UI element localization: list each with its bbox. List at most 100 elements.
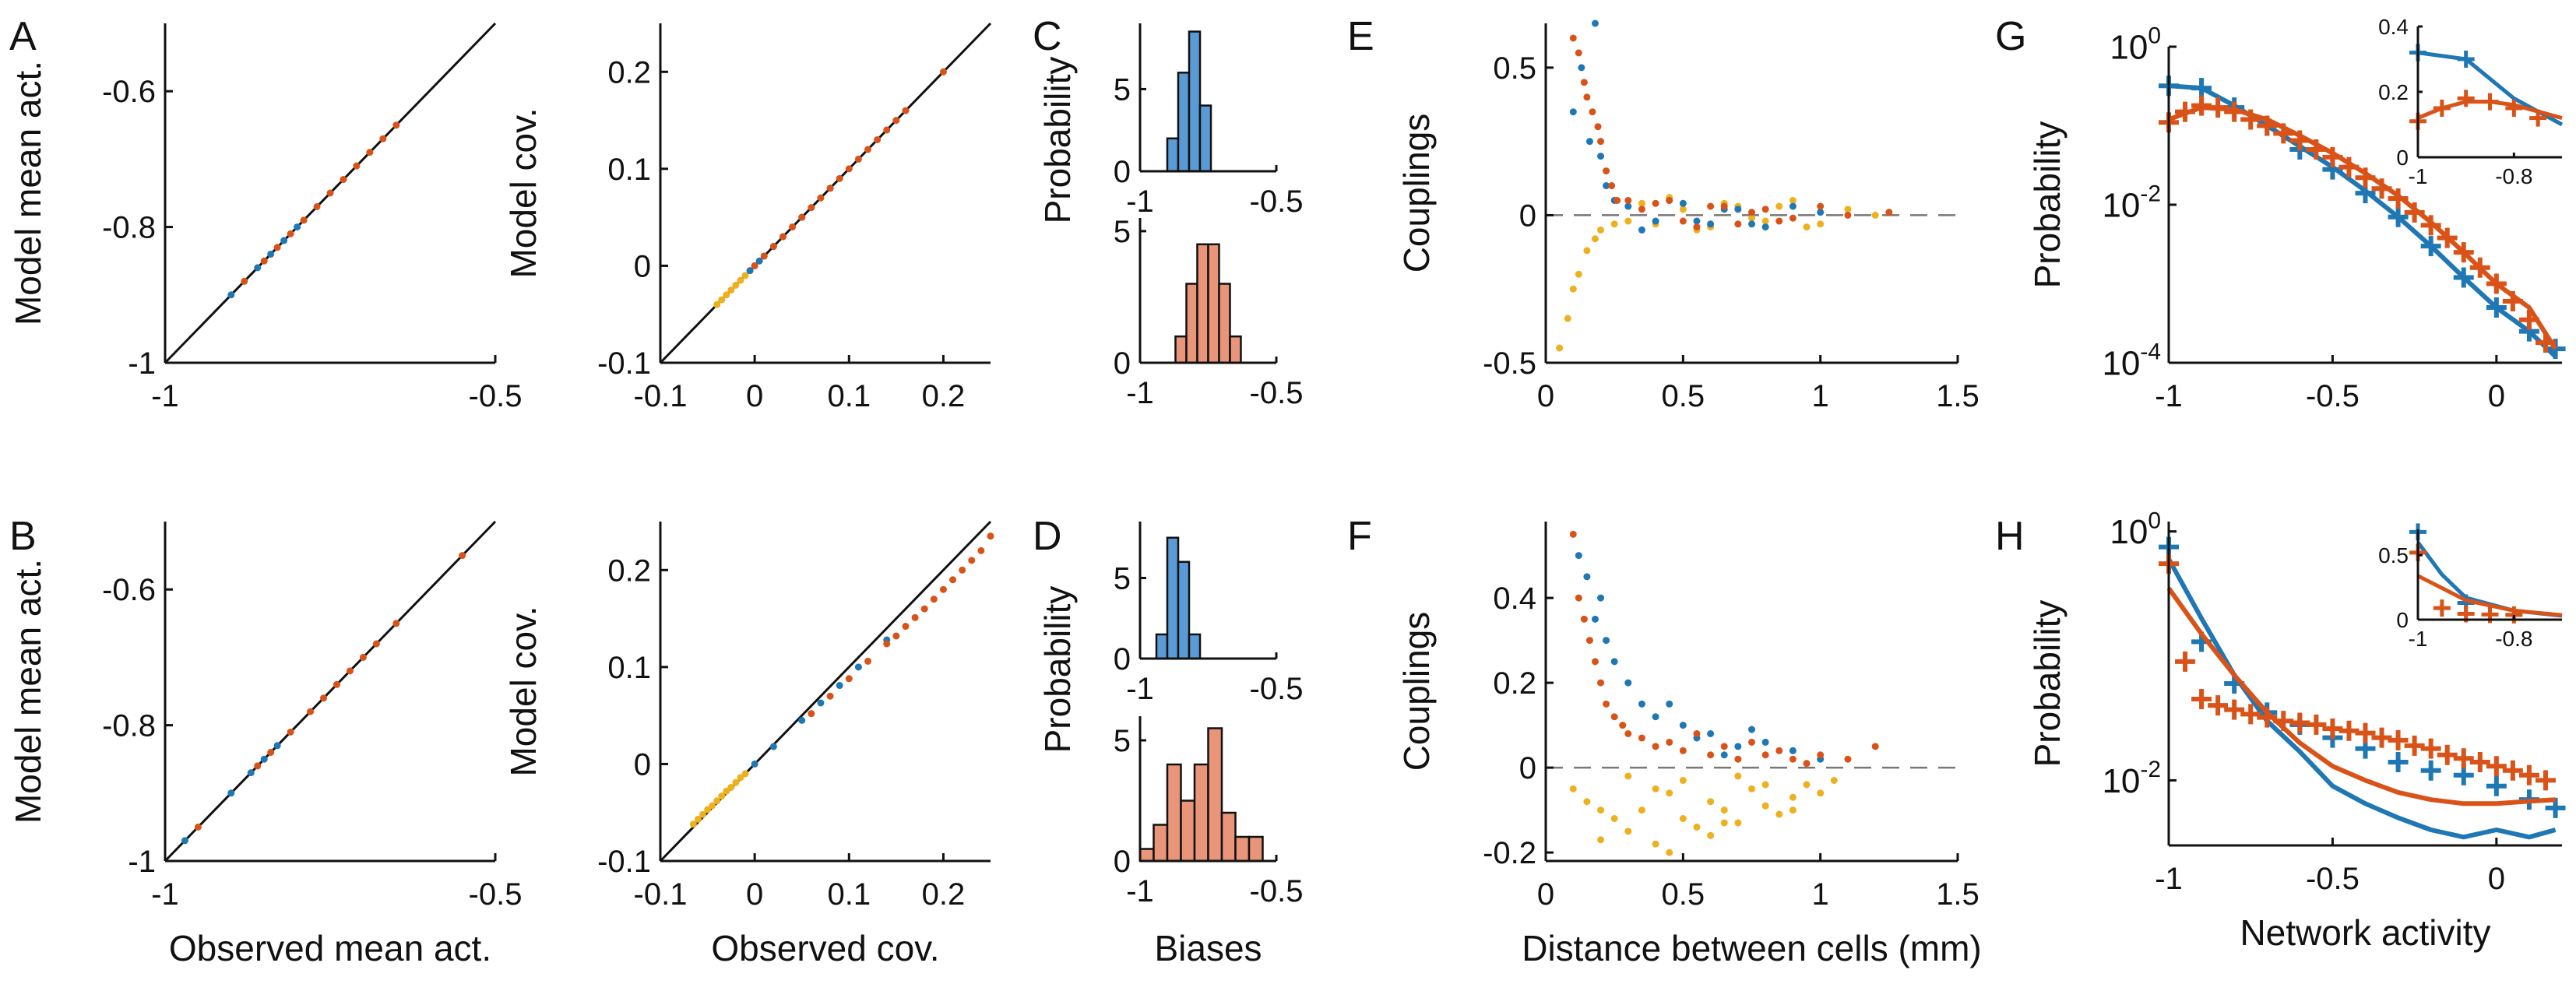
chart-f-point-yellow <box>1597 836 1605 844</box>
chart-h-y-tick-base: 10 <box>2102 762 2140 800</box>
chart-g-orange-data-marker <box>2437 227 2458 248</box>
chart-f-point-yellow <box>1761 781 1769 789</box>
chart-b2-point-blue <box>751 760 758 768</box>
chart-f-point-orange <box>1666 738 1673 746</box>
chart-g-y-tick-label: 10-4 <box>2102 339 2161 383</box>
chart-h-inset-orange-data-marker <box>2433 599 2451 617</box>
chart-b2-point-blue <box>854 663 862 671</box>
chart-h-orange-data-marker <box>2191 688 2212 709</box>
panel-letter-b: B <box>9 514 37 559</box>
chart-g-orange-data-marker <box>2322 146 2343 167</box>
chart-a2-point-yellow <box>723 291 730 299</box>
chart-c-sub1-bar <box>1198 104 1212 173</box>
chart-h-inset-x-tick-label: -1 <box>2409 627 2428 651</box>
chart-b1-x-tick-label: -1 <box>151 877 179 912</box>
chart-d-sub2-bar <box>1153 824 1169 863</box>
chart-d-sub2-bar <box>1234 835 1251 863</box>
chart-b1-y-tick-label: -0.8 <box>102 709 156 743</box>
chart-e-point-blue <box>1761 223 1769 231</box>
chart-b1-y-axis-label: Model mean act. <box>8 559 48 824</box>
plots-layer: -1 -0.5 -1 -0.8 -0.6 Model mean act. -0.1 0 0.1 0… <box>8 15 2566 968</box>
chart-f-y-tick-label: -0.2 <box>1483 836 1536 870</box>
chart-a2-point-orange <box>789 223 797 231</box>
chart-e-point-blue <box>1597 153 1605 160</box>
chart-e-point-orange <box>1679 217 1687 225</box>
chart-g-orange-data-marker <box>2469 257 2490 278</box>
chart-f-x-tick-label: 1 <box>1812 877 1829 912</box>
chart-e-point-yellow <box>1575 270 1582 278</box>
chart-b1-point-blue <box>181 837 188 845</box>
chart-a2-y-tick-label: -0.1 <box>597 346 651 381</box>
chart-f-point-yellow <box>1610 815 1618 822</box>
chart-b2-point-yellow <box>718 792 726 800</box>
chart-f-point-yellow <box>1720 806 1728 814</box>
chart-h-orange-model-line <box>2166 586 2556 806</box>
chart-h-y-tick-label: 100 <box>2110 508 2161 551</box>
chart-b2-y-tick-label: 0.2 <box>607 553 651 588</box>
chart-f-point-yellow <box>1583 798 1591 806</box>
chart-a1-point-orange <box>300 216 308 224</box>
chart-e-y-tick-label: 0 <box>1519 199 1536 233</box>
chart-b2-point-yellow <box>737 774 744 782</box>
chart-g-y-tick-label: 100 <box>2110 23 2161 67</box>
chart-g-blue-data-marker <box>2191 78 2212 99</box>
chart-f-point-yellow <box>1789 806 1797 814</box>
chart-f-point-blue <box>1575 552 1582 560</box>
chart-f-point-orange <box>1603 700 1610 708</box>
chart-f-point-orange <box>1761 751 1769 759</box>
chart-a1-point-orange <box>273 244 281 251</box>
chart-b1-point-blue <box>260 755 268 763</box>
chart-h-x-tick-label: -1 <box>2155 862 2183 896</box>
chart-h-orange-data-marker <box>2257 707 2278 728</box>
chart-f-point-yellow <box>1624 828 1632 835</box>
chart-a1-point-blue <box>280 237 288 244</box>
chart-f-y-tick-label: 0.4 <box>1493 582 1536 616</box>
chart-g-orange-data-marker <box>2289 130 2310 151</box>
chart-e-point-orange <box>1597 138 1605 146</box>
chart-b1-x-axis-label: Observed mean act. <box>169 928 491 968</box>
chart-g-orange-data-marker <box>2388 188 2409 209</box>
chart-b1-point-blue <box>273 742 281 750</box>
chart-e-point-yellow <box>1610 220 1618 228</box>
chart-b1-point-orange <box>254 762 262 770</box>
chart-b2-point-orange <box>826 692 834 700</box>
chart-f-point-orange <box>1679 747 1687 754</box>
chart-g-orange-data-marker <box>2502 291 2523 312</box>
chart-e-point-yellow <box>1569 285 1577 293</box>
chart-a2-point-orange <box>760 252 768 260</box>
chart-h-orange-data-marker <box>2224 699 2245 720</box>
chart-g-orange-data-marker <box>2208 97 2229 118</box>
chart-e-y-tick-label: 0.5 <box>1493 51 1536 86</box>
chart-e-point-blue <box>1652 217 1659 225</box>
chart-a2-y-tick-label: 0.1 <box>607 153 651 187</box>
chart-a2-point-orange <box>808 204 815 212</box>
chart-e-point-yellow <box>1624 217 1632 225</box>
chart-f-point-yellow <box>1789 793 1797 801</box>
chart-f-point-yellow <box>1679 815 1687 822</box>
chart-b1-y-tick-label: -0.6 <box>102 573 156 607</box>
chart-e-point-orange <box>1624 196 1632 204</box>
chart-a2-point-orange <box>798 213 806 221</box>
chart-e-point-yellow <box>1803 223 1811 231</box>
chart-g-orange-data-marker <box>2420 215 2441 236</box>
chart-h-y-tick-exponent: 0 <box>2148 508 2161 533</box>
chart-f-point-yellow <box>1748 785 1755 792</box>
chart-a2-point-yellow <box>737 276 744 284</box>
chart-f-point-yellow <box>1761 802 1769 810</box>
chart-f-x-tick-label: 0 <box>1537 877 1554 912</box>
chart-b2-x-tick-label: 0 <box>746 877 763 912</box>
chart-f-point-blue <box>1789 747 1797 754</box>
chart-f-point-yellow <box>1734 819 1742 827</box>
chart-b1-point-orange <box>333 680 340 688</box>
chart-f-point-blue <box>1707 730 1715 737</box>
chart-f-point-blue <box>1638 700 1645 708</box>
chart-h-orange-data-marker <box>2518 764 2539 785</box>
chart-g-orange-data-marker <box>2338 156 2360 177</box>
chart-e-point-yellow <box>1597 226 1605 234</box>
chart-a2-point-orange <box>817 194 825 202</box>
chart-e-point-blue <box>1707 220 1715 228</box>
chart-e-point-blue <box>1578 64 1585 72</box>
chart-e-point-orange <box>1761 206 1769 213</box>
chart-a2-point-orange <box>902 107 910 114</box>
chart-a2-point-blue <box>746 267 754 275</box>
